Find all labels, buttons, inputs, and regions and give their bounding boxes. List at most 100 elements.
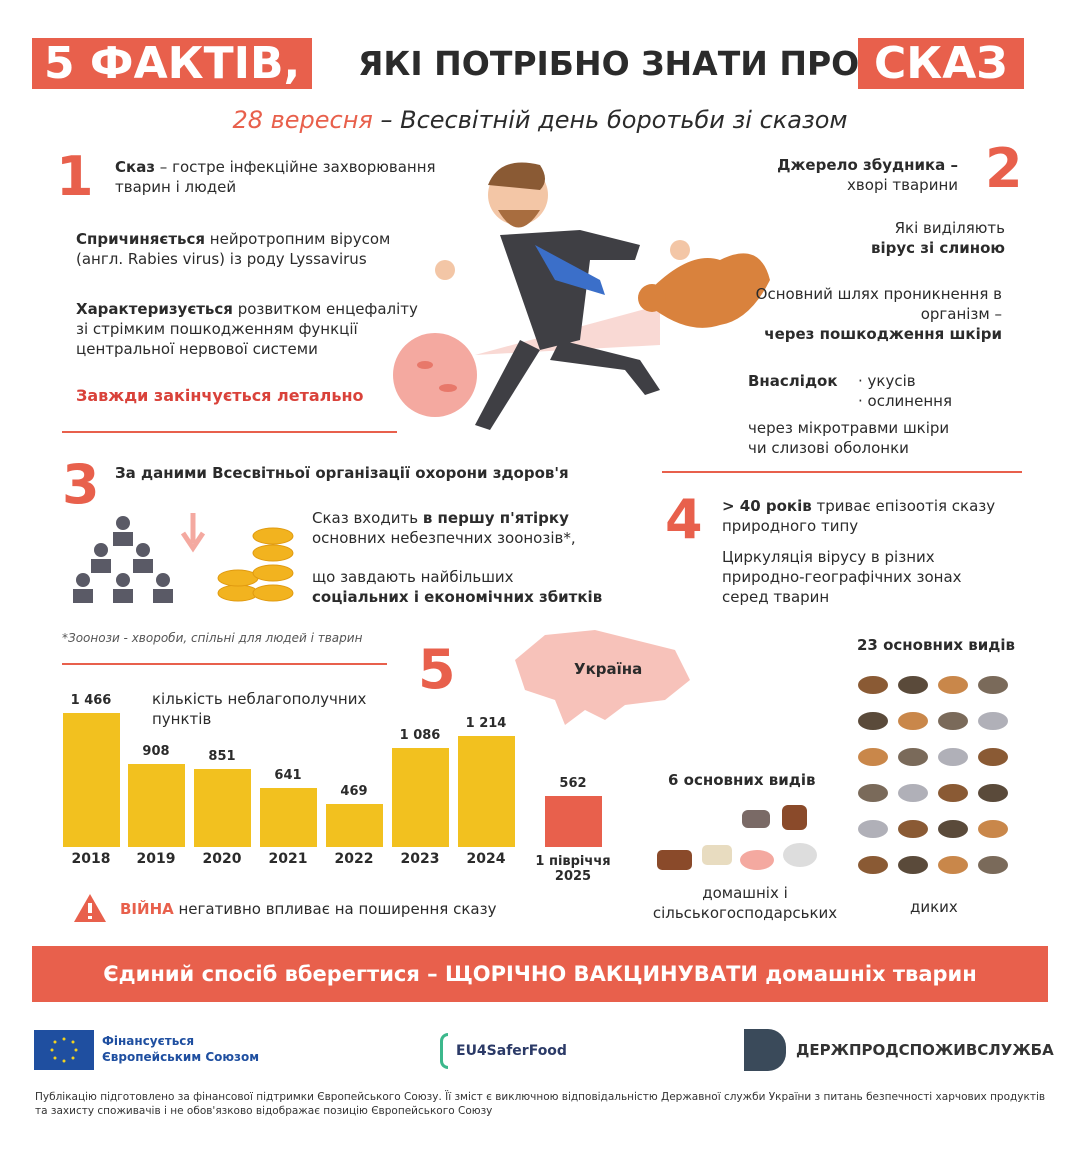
wild-animals-icons: [858, 676, 1008, 874]
wild-heading: 23 основних видів: [857, 636, 1015, 654]
s: – гостре інфекційне захворювання тварин …: [115, 158, 436, 196]
fact4-p2: Циркуляція вірусу в різних природно-геог…: [722, 548, 962, 606]
bar-2021: [260, 788, 317, 847]
s: триває епізоотія сказу природного типу: [722, 497, 996, 535]
wild-animal-icon: [898, 784, 928, 802]
title-left-text: 5 ФАКТІВ,: [32, 38, 313, 89]
fact2-p3: Основний шлях проникнення в організм – че…: [740, 284, 1002, 344]
wild-animal-icon: [898, 676, 928, 694]
bar-value-label: 851: [208, 749, 236, 765]
bar-2024: [458, 736, 515, 847]
fact2-p5: через мікротравми шкіри чи слизові оболо…: [748, 419, 950, 457]
bar-2023: [392, 747, 449, 847]
divider: [662, 471, 1022, 473]
domestic-animals-icons: [657, 805, 817, 870]
wild-animal-icon: [938, 712, 968, 730]
eu-funding-logo: Фінансується Європейським Союзом: [102, 1034, 260, 1064]
dpss-logo: ДЕРЖПРОДСПОЖИВСЛУЖБА: [796, 1041, 1054, 1059]
x-tick-label: 2021: [268, 851, 308, 867]
fact3-p1: Сказ входить в першу п'ятірку основних н…: [312, 508, 612, 548]
b: через пошкодження шкіри: [764, 325, 1002, 343]
war-note: ВІЙНА негативно впливає на поширення ска…: [120, 899, 496, 919]
fact1-p2: Спричиняється нейротропним вірусом (англ…: [76, 229, 416, 269]
wild-animal-icon: [898, 820, 928, 838]
wild-animal-icon: [858, 856, 888, 874]
chart-title: кількість неблагополучних пунктів: [152, 690, 367, 728]
x-tick-label: 2024: [466, 851, 506, 867]
wild-animal-icon: [858, 748, 888, 766]
bar-value-label: 908: [142, 744, 170, 759]
wild-animal-icon: [938, 784, 968, 802]
fact3-p2: що завдають найбільших соціальних і еконо…: [312, 567, 612, 607]
dpss-logo-icon: [744, 1029, 786, 1071]
divider: [62, 663, 387, 665]
fact3-heading: За даними Всесвітньої організації охорон…: [115, 464, 569, 482]
x-tick-label: 2019: [136, 851, 176, 867]
wild-animal-icon: [858, 784, 888, 802]
s: Які виділяють: [894, 219, 1005, 237]
wild-animal-icon: [978, 820, 1008, 838]
x-tick-label: 2018: [71, 851, 111, 867]
wild-animal-icon: [858, 712, 888, 730]
fact2-p1: Джерело збудника – хворі тварини: [730, 155, 958, 195]
people-and-coins-illustration: [73, 513, 294, 603]
disclaimer: Публікацію підготовлено за фінансової пі…: [35, 1091, 1046, 1117]
title-mid: ЯКІ ПОТРІБНО ЗНАТИ ПРО: [358, 44, 860, 83]
fact-number-1: 1: [56, 145, 94, 208]
ukraine-map: [515, 630, 690, 725]
man-and-dog-illustration: [393, 162, 770, 430]
wild-animal-icon: [978, 712, 1008, 730]
dog-icon: [650, 253, 770, 328]
subtitle: 28 вересня – Всесвітній день боротьби зі…: [0, 106, 1080, 134]
eu4saferfood-logo: EU4SaferFood: [456, 1043, 567, 1059]
arrow-down-icon: [180, 513, 206, 553]
fact2-p4: Внаслідок: [748, 371, 838, 391]
bar-value-label: 562: [559, 775, 587, 791]
b: Сказ: [115, 158, 156, 176]
bar-value-label: 1 086: [399, 727, 441, 743]
fact2-p2: Які виділяють вірус зі слиною: [800, 218, 1005, 258]
eu-flag-icon: [34, 1030, 94, 1070]
wild-animal-icon: [938, 676, 968, 694]
wild-animal-icon: [978, 676, 1008, 694]
fact-number-2: 2: [985, 137, 1023, 200]
virus-icon: [393, 333, 477, 417]
wild-animal-icon: [978, 748, 1008, 766]
fact-number-5: 5: [418, 638, 456, 701]
domestic-heading: 6 основних видів: [668, 771, 816, 789]
b: Внаслідок: [748, 372, 838, 390]
bar-value-label: 1 466: [70, 693, 112, 708]
fact-number-4: 4: [665, 488, 703, 551]
b: > 40 років: [722, 497, 812, 515]
subtitle-text: – Всесвітній день боротьби зі сказом: [372, 106, 848, 134]
title-right: СКАЗ: [858, 34, 1024, 94]
b: Характеризується: [76, 300, 233, 318]
title-right-text: СКАЗ: [858, 38, 1024, 89]
divider: [62, 431, 397, 433]
b: Спричиняється: [76, 230, 206, 248]
wild-animal-icon: [898, 712, 928, 730]
map-label: Україна: [574, 660, 643, 678]
x-tick-label: 2022: [334, 851, 374, 867]
s: Основний шлях проникнення в організм –: [755, 285, 1002, 323]
wild-animal-icon: [938, 748, 968, 766]
fact1-lethal: Завжди закінчується летально: [76, 386, 364, 405]
wild-animal-icon: [858, 676, 888, 694]
bar-2018: [63, 713, 120, 847]
x-tick-label: 2023: [400, 851, 440, 867]
wild-animal-icon: [898, 856, 928, 874]
b: ВІЙНА: [120, 900, 174, 918]
x-tick-label: 1 півріччя 2025: [535, 854, 611, 884]
bar-2020: [194, 769, 251, 847]
bar-2022: [326, 804, 383, 847]
bar-value-label: 469: [340, 784, 368, 800]
s: розвитком енцефаліту зі стрімким пошкодж…: [76, 300, 418, 358]
fact1-p3: Характеризується розвитком енцефаліту зі…: [76, 299, 426, 359]
x-tick-label: 2020: [202, 851, 242, 867]
wild-animal-icon: [858, 820, 888, 838]
bar-2019: [128, 764, 185, 847]
footnote: *Зоонози - хвороби, спільні для людей і …: [62, 631, 363, 645]
s: хворі тварини: [847, 176, 958, 194]
bar-value-label: 641: [274, 768, 302, 784]
fact2-bullets: · укусів · ослинення: [858, 372, 952, 410]
